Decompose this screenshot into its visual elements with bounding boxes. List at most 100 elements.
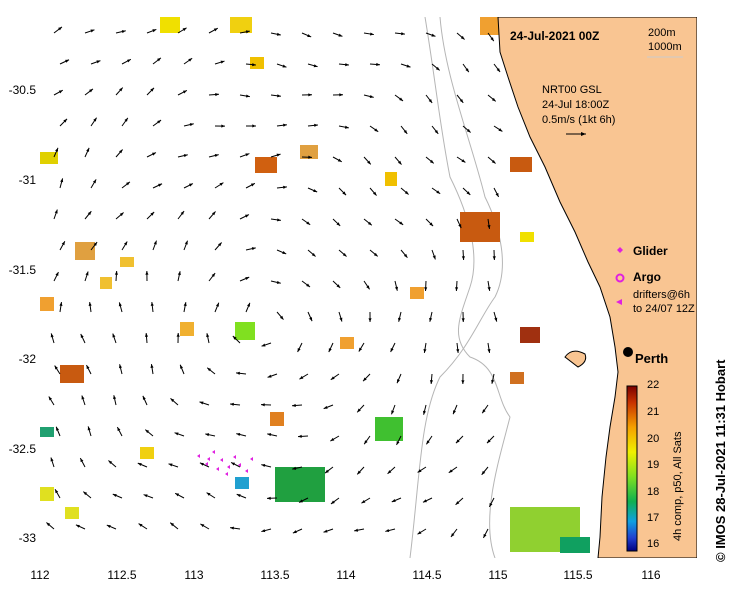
drifters-legend-time: to 24/07 12Z: [633, 303, 695, 315]
current-arrow: [394, 156, 402, 165]
isobath-1000m: [409, 17, 503, 558]
sst-patch: [410, 287, 424, 299]
current-arrow: [270, 218, 281, 222]
map-title: 24-Jul-2021 00Z: [510, 29, 600, 43]
drifter-marker: [245, 469, 248, 473]
current-arrow: [297, 342, 303, 353]
arrow-head: [487, 439, 491, 444]
arrow-head: [354, 528, 359, 532]
arrow-head: [244, 214, 249, 218]
arrow-head: [417, 530, 422, 535]
current-arrow: [462, 63, 470, 73]
arrow-head: [448, 469, 453, 473]
arrow-head: [325, 469, 329, 474]
current-arrow: [183, 183, 194, 189]
arrow-head: [491, 159, 496, 164]
sst-patch: [40, 297, 54, 311]
arrow-head: [396, 440, 400, 445]
current-arrow: [82, 491, 92, 499]
sst-patch: [560, 537, 590, 553]
current-arrow: [53, 271, 59, 282]
sst-patch: [100, 277, 112, 289]
land-mass: [497, 17, 697, 558]
arrow-head: [487, 225, 491, 229]
current-arrow: [276, 63, 287, 68]
arrow-head: [367, 160, 371, 165]
current-arrow: [50, 333, 55, 344]
current-arrow: [183, 240, 189, 251]
current-arrow: [338, 311, 343, 322]
sst-patch: [60, 365, 84, 383]
current-arrow: [59, 178, 64, 189]
current-arrow: [174, 432, 185, 437]
current-arrow: [183, 57, 193, 65]
arrow-head: [137, 463, 142, 466]
arrow-head: [492, 256, 496, 260]
arrow-head: [458, 224, 462, 229]
current-arrow: [112, 333, 117, 344]
current-arrow: [431, 63, 440, 71]
current-arrow: [358, 342, 365, 352]
current-arrow: [487, 94, 497, 102]
arrow-head: [314, 123, 318, 127]
current-arrow: [260, 403, 272, 407]
y-tick-label: -32.5: [8, 442, 36, 456]
current-arrow: [183, 302, 187, 313]
perth-marker[interactable]: [623, 347, 633, 357]
current-arrow: [179, 364, 185, 375]
current-arrow: [482, 528, 489, 539]
current-arrow: [59, 302, 63, 313]
arrow-head: [75, 524, 80, 528]
current-arrow: [361, 497, 371, 504]
current-arrow: [276, 311, 284, 320]
arrow-head: [182, 27, 187, 32]
current-arrow: [400, 249, 408, 258]
current-arrow: [115, 212, 124, 220]
sst-patch: [385, 172, 397, 186]
current-arrow: [152, 57, 162, 65]
arrow-head: [385, 529, 390, 533]
current-arrow: [245, 302, 251, 313]
colorbar-tick: 18: [647, 486, 660, 498]
arrow-head: [466, 128, 471, 133]
current-arrow: [338, 63, 349, 67]
arrow-head: [496, 68, 501, 72]
arrow-head: [297, 347, 301, 352]
current-arrow: [398, 311, 402, 322]
current-arrow: [455, 497, 464, 506]
current-arrow: [208, 272, 216, 282]
arrow-head: [487, 349, 491, 353]
arrow-head: [252, 124, 256, 128]
arrow-head: [279, 315, 284, 320]
arrow-head: [495, 192, 499, 197]
arrow-head: [252, 63, 256, 67]
current-arrow: [338, 187, 347, 196]
arrow-head: [336, 222, 341, 226]
arrow-head: [366, 285, 370, 290]
arrow-head: [182, 90, 187, 94]
x-tick-label: 116: [641, 568, 661, 582]
arrow-head: [180, 364, 184, 369]
current-arrow: [452, 404, 458, 415]
current-arrow: [121, 181, 131, 189]
current-arrow: [461, 373, 465, 385]
arrow-head: [261, 343, 266, 347]
arrow-head: [175, 493, 180, 497]
scale-arrow-head: [581, 132, 586, 136]
arrow-head: [174, 432, 179, 436]
current-arrow: [461, 311, 465, 323]
current-arrow: [112, 493, 123, 499]
arrow-head: [221, 124, 225, 128]
map-area[interactable]: 24-Jul-2021 00Z 200m 1000m NRT00 GSL 24-…: [40, 17, 697, 558]
arrow-head: [158, 183, 163, 187]
current-arrow: [206, 333, 210, 344]
arrow-head: [48, 396, 53, 401]
current-arrow: [86, 364, 92, 375]
current-arrow: [177, 271, 181, 282]
x-tick-label: 112: [30, 568, 50, 582]
arrow-head: [429, 222, 434, 227]
current-arrow: [59, 59, 70, 65]
arrow-head: [424, 287, 428, 291]
arrow-head: [215, 92, 219, 97]
arrow-head: [89, 88, 93, 93]
